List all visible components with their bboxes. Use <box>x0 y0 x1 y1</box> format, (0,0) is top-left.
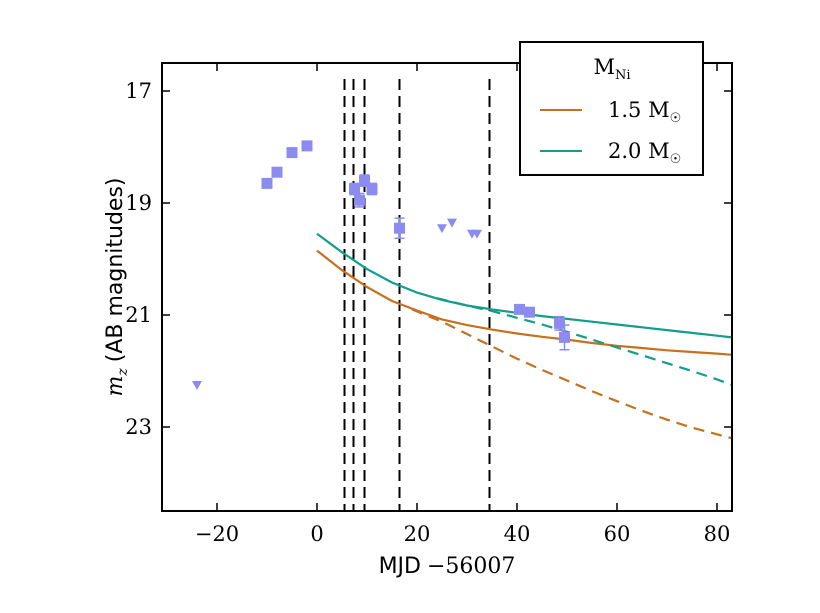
plot-frame <box>161 62 733 512</box>
data-point-11 <box>554 317 565 329</box>
legend-label-1: 1.5 M☉ <box>608 98 681 126</box>
data-point-6 <box>359 175 370 187</box>
upper-limit-4 <box>472 229 482 239</box>
x-tick-label-3: 40 <box>504 522 531 546</box>
model-curves <box>316 232 733 440</box>
data-point-3 <box>301 140 313 152</box>
legend-label-2: 2.0 M☉ <box>608 139 681 167</box>
reference-lines <box>343 79 491 511</box>
data-point-8 <box>394 222 405 234</box>
data-point-5 <box>354 194 365 206</box>
series-line-2-solid <box>316 232 733 339</box>
x-tick-label-5: 80 <box>704 522 731 546</box>
data-point-12 <box>559 331 570 343</box>
data-point-4 <box>349 183 360 195</box>
legend-title: MNi <box>593 55 630 83</box>
observations <box>192 140 570 390</box>
upper-limit-1 <box>437 224 447 234</box>
x-tick-label-0: −20 <box>195 522 239 546</box>
legend: MNi 1.5 M☉ 2.0 M☉ <box>519 41 704 176</box>
upper-limit-0 <box>192 381 202 390</box>
data-point-9 <box>514 303 525 315</box>
y-tick-label-2: 21 <box>125 303 152 327</box>
data-point-1 <box>271 166 283 178</box>
ticks: −20 0 20 40 60 80 17 19 21 23 <box>125 63 732 546</box>
y-tick-label-0: 17 <box>125 79 152 103</box>
x-tick-label-1: 0 <box>310 522 323 546</box>
x-axis-title: MJD −56007 <box>379 554 516 579</box>
y-axis-title: mz(AB magnitudes) <box>103 177 131 396</box>
x-tick-label-4: 60 <box>604 522 631 546</box>
data-point-7 <box>366 183 378 195</box>
data-point-10 <box>524 306 535 318</box>
sun-icon: ☉ <box>670 111 682 126</box>
series-line-1-dashed <box>411 308 733 440</box>
y-tick-label-1: 19 <box>125 191 152 215</box>
legend-box <box>519 41 704 176</box>
upper-limit-2 <box>447 218 457 228</box>
series-line-3-dashed <box>436 297 733 387</box>
x-tick-label-2: 20 <box>404 522 431 546</box>
y-tick-label-3: 23 <box>125 415 152 439</box>
data-point-0 <box>261 177 273 189</box>
data-point-2 <box>286 147 298 159</box>
series-line-0-solid <box>316 249 733 356</box>
sun-icon: ☉ <box>670 152 682 167</box>
